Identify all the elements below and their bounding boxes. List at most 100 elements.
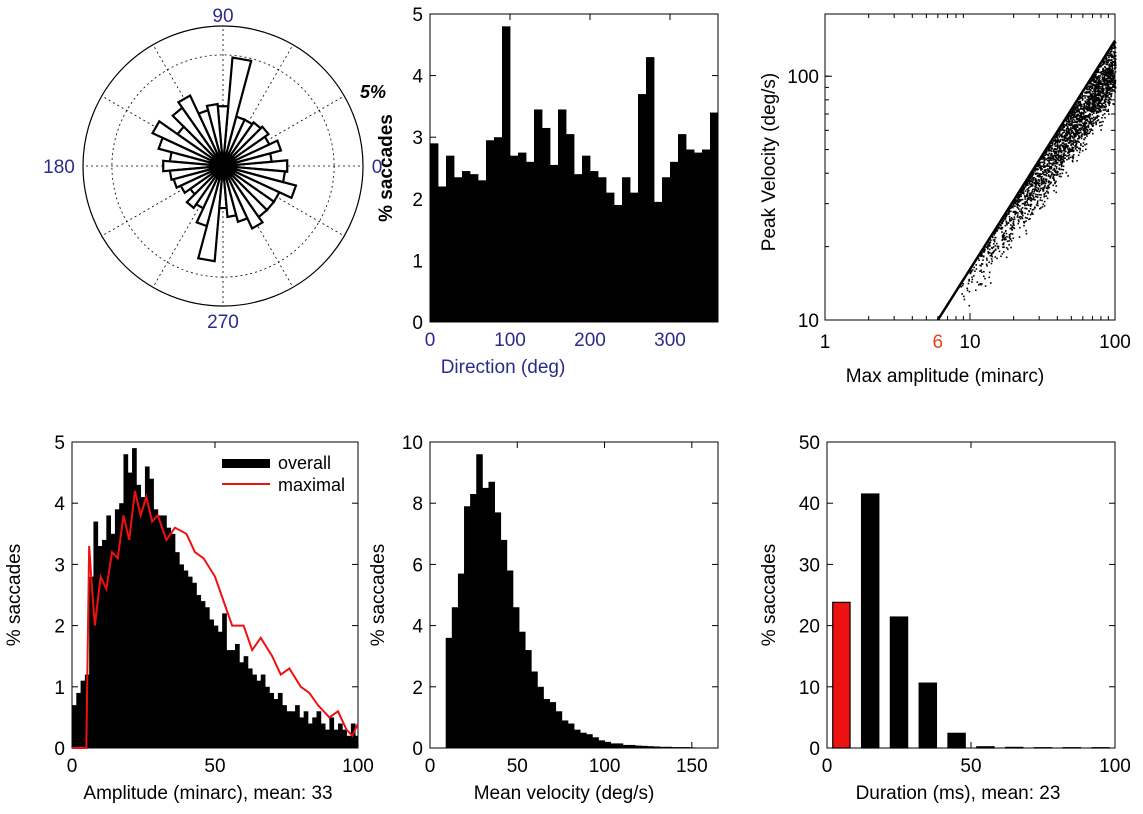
scatter-point [1045, 152, 1047, 155]
scatter-point [1094, 80, 1096, 82]
scatter-point [1102, 60, 1105, 63]
scatter-point [1091, 85, 1094, 88]
scatter-point [1088, 90, 1091, 93]
scatter-point [1069, 112, 1072, 115]
scatter-point [1102, 62, 1105, 64]
scatter-point [1002, 246, 1004, 249]
scatter-point [1065, 171, 1068, 174]
scatter-point [1089, 117, 1091, 120]
scatter-point [1105, 90, 1108, 93]
scatter-point [1091, 106, 1094, 109]
scatter-point [1058, 156, 1060, 158]
scatter-point [1101, 124, 1103, 127]
bar-overall [114, 509, 120, 748]
bar-overall [226, 650, 232, 748]
scatter-point [997, 245, 999, 248]
scatter-point [1031, 198, 1034, 200]
scatter-point [1023, 195, 1026, 197]
scatter-point [1014, 213, 1016, 216]
scatter-point [1091, 95, 1094, 98]
scatter-point [1079, 100, 1082, 103]
scatter-point [1101, 103, 1104, 106]
scatter-point [1073, 111, 1076, 113]
scatter-point [1008, 211, 1011, 213]
bar-overall [222, 613, 227, 748]
scatter-point [1101, 89, 1103, 92]
scatter-point [1051, 143, 1054, 145]
scatter-point [1039, 199, 1042, 201]
scatter-point [992, 246, 995, 248]
scatter-point [1110, 95, 1112, 98]
bar [665, 746, 673, 748]
scatter-point [1056, 141, 1059, 144]
bar-overall [170, 533, 176, 748]
scatter-point [1046, 165, 1048, 167]
scatter-point [1060, 151, 1062, 154]
scatter-point [1099, 87, 1101, 90]
scatter-point [997, 247, 1000, 250]
angle-label-270: 270 [207, 312, 239, 333]
scatter-point [1072, 126, 1075, 129]
scatter-point [1001, 236, 1004, 239]
scatter-point [1031, 209, 1034, 211]
scatter-point [1012, 202, 1015, 205]
scatter-point [1058, 141, 1061, 144]
scatter-point [1086, 109, 1089, 112]
scatter-point [1099, 106, 1101, 109]
x-axis-label: Mean velocity (deg/s) [474, 783, 655, 804]
scatter-point [1090, 85, 1093, 88]
scatter-point [1039, 173, 1041, 176]
scatter-point [1059, 173, 1061, 175]
bar-overall [110, 533, 116, 748]
bar [478, 180, 487, 322]
scatter-point [1080, 124, 1082, 127]
bar-overall [200, 601, 206, 748]
scatter-point [987, 250, 990, 253]
scatter-point [1041, 206, 1044, 208]
scatter-point [1111, 86, 1114, 88]
scatter-point [1044, 178, 1047, 180]
bar [462, 171, 471, 322]
scatter-point [1061, 133, 1063, 136]
scatter-point [1059, 157, 1062, 159]
scatter-point [1087, 126, 1090, 129]
scatter-point [1091, 125, 1094, 128]
scatter-point [1079, 102, 1082, 105]
angle-label-90: 90 [212, 6, 233, 27]
scatter-point [1106, 95, 1109, 98]
bar [592, 737, 599, 748]
scatter-point [1027, 203, 1029, 206]
scatter-point [1091, 109, 1093, 112]
scatter-point [1045, 187, 1048, 190]
scatter-point [1103, 92, 1105, 95]
scatter-point [1110, 83, 1113, 85]
scatter-point [1041, 182, 1044, 185]
scatter-point [1056, 171, 1059, 174]
scatter-point [963, 298, 966, 301]
scatter-point [1110, 63, 1113, 65]
scatter-point [968, 280, 970, 282]
scatter-point [1102, 114, 1104, 116]
scatter-point [1098, 98, 1101, 101]
scatter-point [1106, 72, 1109, 75]
scatter-point [1108, 104, 1110, 106]
scatter-point [1024, 216, 1027, 219]
scatter-point [1058, 136, 1061, 138]
scatter-point [1099, 77, 1101, 79]
scatter-point [1103, 81, 1106, 83]
scatter-point [1080, 127, 1083, 129]
scatter-point [1088, 116, 1091, 119]
scatter-point [1072, 156, 1075, 158]
scatter-point [1111, 50, 1113, 53]
scatter-point [1114, 71, 1117, 73]
scatter-point [979, 282, 981, 285]
scatter-point [1044, 154, 1047, 157]
scatter-point [1053, 179, 1056, 182]
scatter-point [1045, 190, 1048, 192]
scatter-point [994, 249, 997, 251]
scatter-point [1060, 135, 1062, 137]
y-tick-label: 3 [54, 555, 65, 576]
scatter-point [1105, 92, 1108, 94]
scatter-point [1036, 202, 1039, 205]
scatter-point [1033, 188, 1036, 190]
